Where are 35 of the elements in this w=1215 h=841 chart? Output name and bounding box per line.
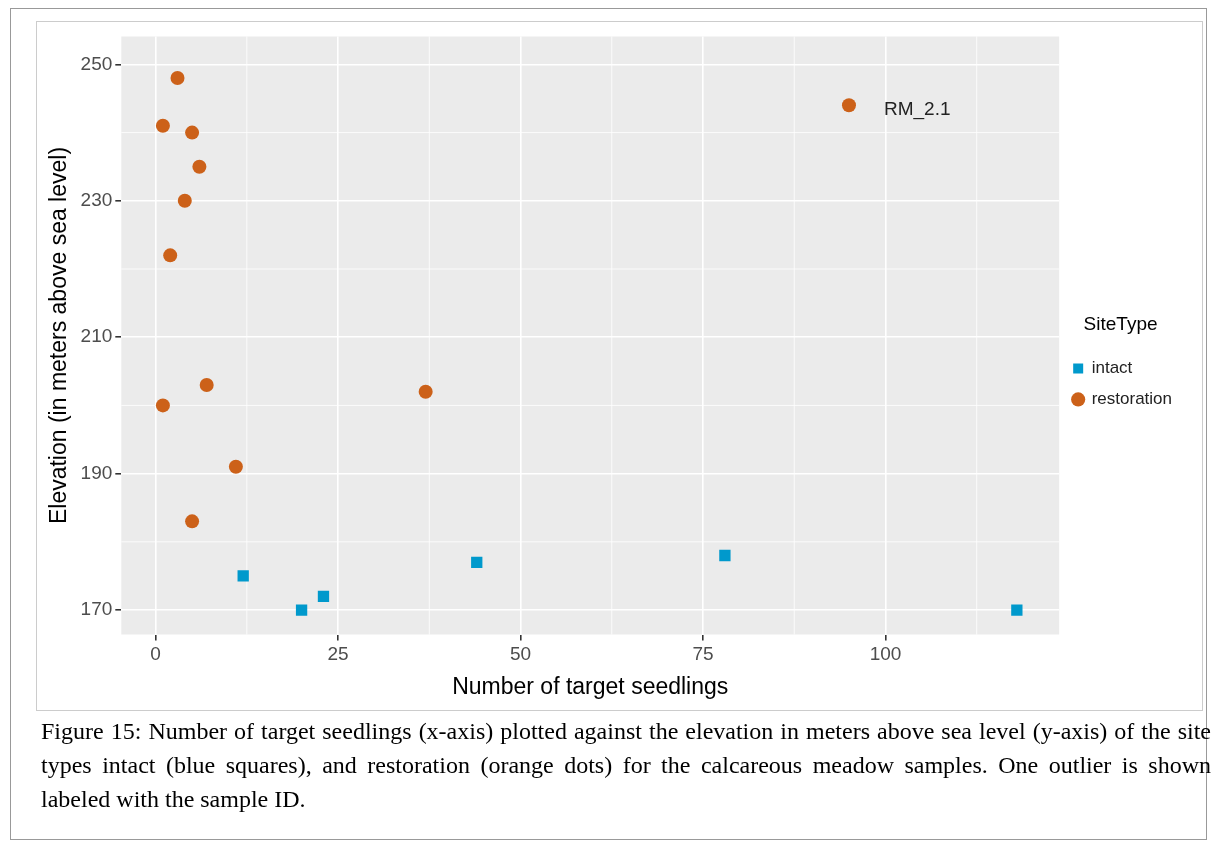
y-axis-title: Elevation (in meters above sea level) [45,146,72,525]
x-tick-label: 25 [327,643,349,665]
legend-label: restoration [1091,389,1173,409]
point [177,193,192,208]
legend-title: SiteType [1083,312,1158,334]
y-tick-label: 170 [80,598,113,620]
point [228,459,243,474]
y-tick-label: 230 [80,189,113,211]
point [317,590,330,603]
point [295,604,308,616]
point [237,570,249,582]
point [155,398,170,413]
y-tick-label: 250 [80,52,113,74]
point [841,98,856,113]
point [185,125,200,140]
y-tick-label: 190 [80,461,113,483]
legend-label: intact [1091,358,1133,378]
point [418,384,433,399]
x-tick-label: 100 [869,643,902,665]
annotation: RM_2.1 [883,97,951,120]
x-tick-label: 50 [509,643,532,665]
point [163,248,178,263]
x-tick-label: 75 [692,643,714,665]
point [719,549,731,562]
y-tick-label: 210 [80,325,113,347]
x-tick-label: 0 [150,643,161,665]
caption: Figure 15: Number of target seedlings (x-axis) plotted against the elevation in meters above sea level (y-axis) of the site types intact (blue squares), and restoration (orange dots) for the calcareous meadow samples. One outlier is shown labeled with the sample ID. [41,717,1211,814]
point [1011,604,1023,616]
point [471,556,483,568]
point [170,71,185,86]
x-axis-title: Number of target seedlings [452,672,729,699]
point [199,377,214,392]
point [192,159,207,174]
point [155,118,170,133]
point [185,514,200,529]
